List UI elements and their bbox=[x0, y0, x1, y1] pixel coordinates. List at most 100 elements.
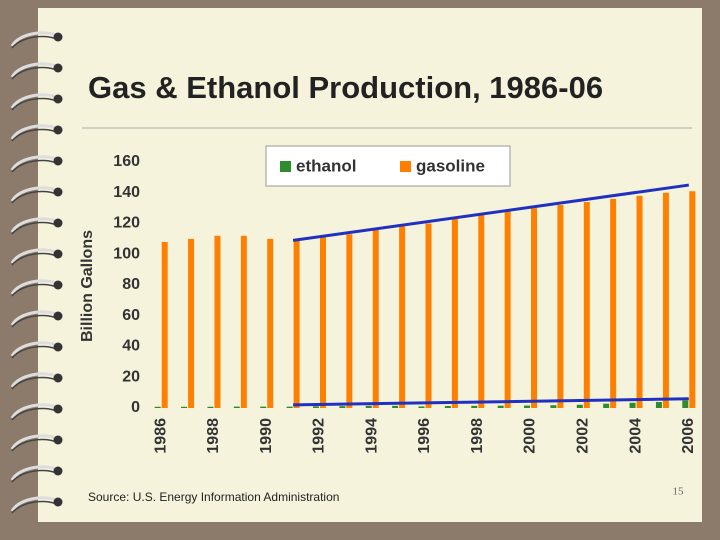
legend-label: gasoline bbox=[416, 156, 485, 175]
hole bbox=[53, 435, 63, 445]
bar bbox=[550, 405, 557, 408]
bar bbox=[154, 406, 161, 408]
bar bbox=[682, 400, 689, 408]
bar bbox=[629, 402, 636, 408]
hole bbox=[53, 63, 63, 73]
bar bbox=[497, 405, 504, 408]
bar bbox=[610, 198, 617, 408]
coil-shadow bbox=[11, 97, 57, 111]
y-tick-label: 20 bbox=[122, 368, 140, 385]
bar bbox=[161, 241, 168, 408]
hole bbox=[53, 373, 63, 383]
bar bbox=[418, 406, 425, 408]
trend-line bbox=[293, 397, 689, 407]
source: Source: U.S. Energy Information Administ… bbox=[88, 490, 339, 504]
coil-shadow bbox=[11, 438, 57, 452]
coil-shadow bbox=[11, 66, 57, 80]
x-tick-label: 1986 bbox=[152, 418, 169, 454]
bar bbox=[655, 402, 662, 408]
hole bbox=[53, 311, 63, 321]
bar bbox=[531, 208, 538, 408]
y-tick-label: 160 bbox=[113, 153, 140, 170]
bar bbox=[392, 405, 399, 408]
hole bbox=[53, 280, 63, 290]
bar bbox=[346, 234, 353, 408]
bar bbox=[425, 223, 432, 408]
bar bbox=[207, 406, 214, 408]
bar bbox=[689, 191, 696, 408]
hole bbox=[53, 497, 63, 507]
bar bbox=[636, 195, 643, 408]
bar bbox=[576, 404, 583, 408]
hole bbox=[53, 125, 63, 135]
coil-shadow bbox=[11, 407, 57, 421]
bar bbox=[286, 406, 293, 408]
bar bbox=[293, 240, 300, 408]
bar bbox=[267, 238, 274, 408]
bar bbox=[319, 237, 326, 408]
coil-shadow bbox=[11, 314, 57, 328]
hole bbox=[53, 156, 63, 166]
binding bbox=[10, 31, 63, 514]
legend-box bbox=[265, 145, 511, 187]
bar bbox=[214, 235, 221, 408]
coil-shadow bbox=[11, 500, 57, 514]
hole bbox=[53, 404, 63, 414]
bar bbox=[399, 226, 406, 408]
coil-shadow bbox=[11, 252, 57, 266]
hole bbox=[53, 94, 63, 104]
bar bbox=[240, 235, 247, 408]
legend-swatch bbox=[280, 161, 291, 172]
legend-label: ethanol bbox=[296, 156, 356, 175]
x-tick-label: 1994 bbox=[363, 418, 380, 454]
bar bbox=[557, 205, 564, 408]
bar bbox=[662, 192, 669, 408]
legend-swatch bbox=[400, 161, 411, 172]
y-tick-label: 140 bbox=[113, 184, 140, 201]
bar bbox=[188, 238, 195, 408]
coil-shadow bbox=[11, 345, 57, 359]
x-tick-label: 2006 bbox=[680, 418, 697, 454]
x-tick-label: 2002 bbox=[575, 418, 592, 454]
bar bbox=[471, 405, 478, 408]
x-tick-label: 2000 bbox=[522, 418, 539, 454]
coil-shadow bbox=[11, 376, 57, 390]
chart-title: Gas & Ethanol Production, 1986-06 bbox=[88, 70, 603, 105]
bar bbox=[504, 211, 511, 408]
bar bbox=[312, 406, 319, 408]
page-number: 15 bbox=[673, 486, 685, 498]
coil-shadow bbox=[11, 469, 57, 483]
bar bbox=[451, 218, 458, 408]
hole bbox=[53, 32, 63, 42]
bar bbox=[233, 406, 240, 408]
y-tick-label: 0 bbox=[131, 399, 140, 416]
bar bbox=[478, 214, 485, 408]
y-tick-label: 120 bbox=[113, 215, 140, 232]
bar bbox=[583, 201, 590, 408]
hole bbox=[53, 187, 63, 197]
y-tick-label: 80 bbox=[122, 276, 140, 293]
x-tick-label: 1990 bbox=[258, 418, 275, 454]
coil-shadow bbox=[11, 35, 57, 49]
x-tick-label: 1992 bbox=[311, 418, 328, 454]
bar bbox=[444, 406, 451, 408]
coil-shadow bbox=[11, 190, 57, 204]
page bbox=[38, 8, 702, 522]
y-tick-label: 100 bbox=[113, 245, 140, 262]
bar bbox=[260, 406, 267, 408]
bar bbox=[365, 405, 372, 408]
coil-shadow bbox=[11, 283, 57, 297]
y-axis-label: Billion Gallons bbox=[79, 230, 96, 342]
bar bbox=[372, 229, 379, 408]
hole bbox=[53, 342, 63, 352]
y-tick-label: 60 bbox=[122, 307, 140, 324]
hole bbox=[53, 466, 63, 476]
coil-shadow bbox=[11, 221, 57, 235]
x-tick-label: 1988 bbox=[205, 418, 222, 454]
y-tick-label: 40 bbox=[122, 338, 140, 355]
x-tick-label: 1998 bbox=[469, 418, 486, 454]
hole bbox=[53, 249, 63, 259]
bar bbox=[524, 405, 531, 408]
x-tick-label: 1996 bbox=[416, 418, 433, 454]
